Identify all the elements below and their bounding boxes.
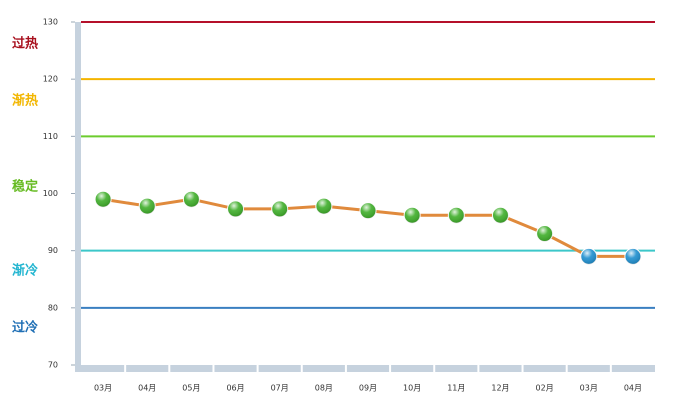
marker-shine (404, 207, 421, 224)
x-tick-label: 05月 (182, 384, 200, 393)
x-tick-label: 11月 (447, 384, 465, 393)
marker-shine (360, 202, 376, 219)
marker-shine (227, 200, 244, 217)
marker-shine (624, 248, 641, 265)
y-tick-label: 70 (48, 361, 58, 370)
x-tick-label: 10月 (403, 384, 421, 393)
zone-label: 渐冷 (12, 263, 38, 279)
y-tick-label: 80 (48, 303, 58, 312)
marker-shine (315, 198, 332, 215)
x-tick-label: 04月 (138, 384, 156, 393)
x-tick-label: 09月 (359, 384, 377, 393)
marker-shine (448, 207, 465, 224)
y-tick-label: 100 (43, 189, 58, 198)
y-tick-label: 90 (48, 246, 58, 255)
marker-shine (536, 225, 553, 242)
zone-label: 过冷 (12, 320, 38, 336)
y-tick-label: 130 (43, 18, 58, 27)
marker-shine (580, 248, 597, 265)
y-tick-label: 120 (43, 75, 58, 84)
x-tick-label: 03月 (94, 384, 112, 393)
marker-shine (492, 207, 509, 224)
x-tick-label: 06月 (226, 384, 244, 393)
x-tick-label: 03月 (580, 384, 598, 393)
zone-label: 过热 (12, 36, 38, 52)
x-tick-label: 02月 (536, 384, 554, 393)
x-axis-strip (81, 365, 655, 372)
marker-shine (271, 200, 288, 217)
y-tick-label: 110 (43, 132, 58, 141)
x-tick-label: 12月 (491, 384, 509, 393)
zone-label: 稳定 (12, 179, 38, 195)
zone-label: 渐热 (12, 93, 38, 109)
x-tick-label: 07月 (271, 384, 289, 393)
x-tick-label: 08月 (315, 384, 333, 393)
x-tick-label: 04月 (624, 384, 642, 393)
marker-shine (183, 191, 200, 208)
y-axis-strip (75, 22, 81, 372)
marker-shine (139, 198, 156, 215)
marker-shine (95, 191, 112, 208)
